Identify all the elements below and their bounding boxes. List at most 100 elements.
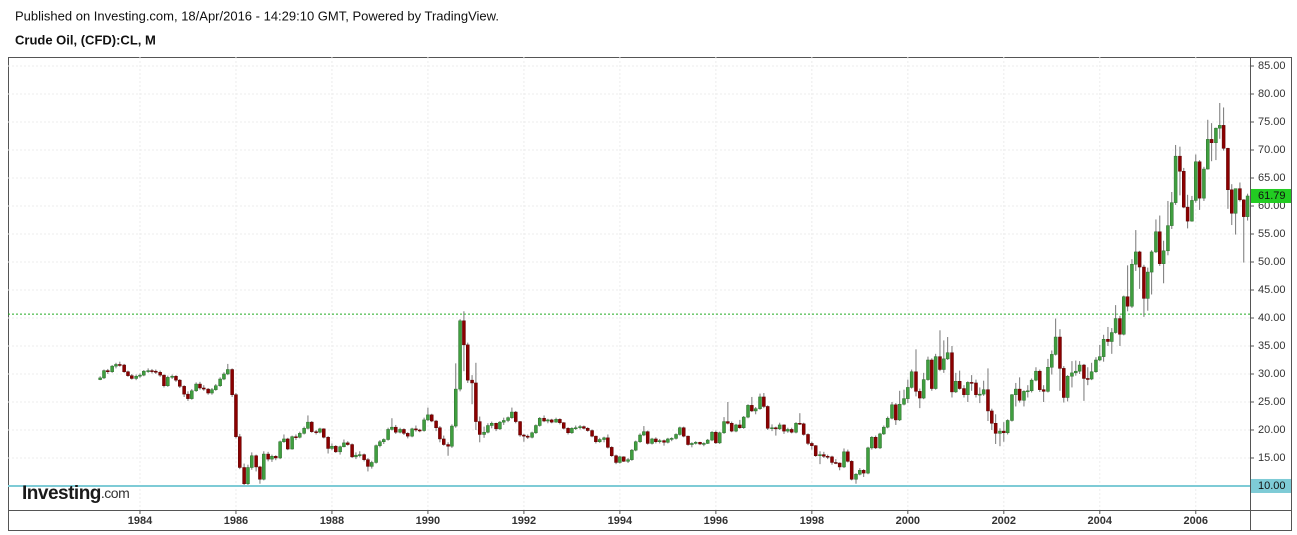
candle-body — [1194, 161, 1198, 201]
candle-body — [1110, 332, 1114, 342]
candle-body — [894, 404, 898, 421]
candle-body — [102, 370, 106, 379]
candle-body — [178, 379, 182, 387]
candle-body — [542, 417, 546, 422]
candle-body — [122, 364, 126, 372]
x-tick-label: 1992 — [512, 515, 536, 527]
candle-body — [342, 442, 346, 448]
candle-body — [330, 445, 334, 449]
candle-body — [849, 461, 854, 480]
candle-body — [1197, 161, 1202, 199]
candle-body — [274, 456, 278, 459]
y-tick-label: 75.00 — [1258, 116, 1286, 128]
candle-body — [993, 423, 998, 434]
candle-body — [918, 391, 922, 399]
candle-body — [1146, 271, 1150, 299]
candle-body — [1166, 225, 1170, 252]
candle-body — [242, 467, 246, 484]
candle-body — [210, 389, 214, 394]
candle-body — [873, 437, 878, 449]
candle-body — [990, 410, 994, 424]
y-tick-label: 35.00 — [1258, 340, 1286, 352]
candle-body — [546, 419, 550, 422]
candle-body — [789, 429, 794, 433]
candle-body — [1221, 125, 1226, 149]
candle-body — [398, 429, 402, 433]
candle-body — [1122, 296, 1126, 335]
candle-body — [933, 356, 938, 389]
candle-body — [462, 320, 466, 346]
candle-body — [214, 385, 218, 390]
candle-body — [762, 396, 766, 407]
candle-body — [1113, 318, 1118, 333]
candle-body — [198, 383, 202, 389]
candle-body — [798, 423, 802, 425]
candle-body — [914, 371, 918, 392]
y-tick-label: 55.00 — [1258, 228, 1286, 240]
candle-body — [866, 447, 870, 474]
candle-body — [286, 438, 290, 450]
candle-body — [1046, 367, 1050, 392]
candle-body — [561, 422, 566, 429]
candle-body — [549, 419, 554, 423]
candle-body — [1098, 356, 1102, 361]
candle-body — [290, 436, 294, 450]
candle-body — [657, 440, 662, 442]
candle-body — [818, 454, 822, 456]
candle-body — [477, 421, 482, 435]
candle-body — [734, 424, 738, 432]
candle-body — [362, 454, 366, 460]
candle-body — [182, 386, 186, 395]
candle-body — [1245, 195, 1250, 217]
candle-body — [1058, 336, 1062, 369]
candle-body — [998, 430, 1002, 434]
candle-body — [746, 405, 750, 418]
x-tick-label: 1986 — [224, 515, 248, 527]
x-tick-label: 1998 — [800, 515, 824, 527]
candle-body — [1154, 231, 1158, 253]
candle-body — [666, 438, 670, 443]
logo-name: Investing — [22, 483, 101, 504]
candle-body — [770, 427, 774, 429]
candle-body — [306, 421, 310, 429]
candle-body — [822, 454, 826, 457]
candle-body — [270, 456, 274, 460]
candle-body — [597, 439, 602, 442]
candle-body — [482, 431, 486, 435]
y-tick-label: 50.00 — [1258, 256, 1286, 268]
candle-body — [386, 429, 390, 440]
candle-body — [846, 451, 850, 462]
candle-body — [390, 426, 394, 430]
candle-body — [513, 411, 518, 422]
candle-body — [950, 352, 954, 393]
candle-body — [686, 435, 690, 445]
candle-body — [470, 379, 474, 384]
candle-body — [266, 453, 270, 460]
candle-body — [534, 425, 538, 434]
candle-body — [693, 442, 698, 444]
candle-body — [794, 423, 798, 433]
candle-body — [406, 433, 410, 437]
candle-body — [717, 432, 722, 444]
candle-body — [262, 453, 266, 480]
candle-body — [570, 428, 574, 434]
candle-body — [801, 423, 806, 435]
y-tick-label: 40.00 — [1258, 312, 1286, 324]
candle-body — [645, 431, 650, 444]
x-tick-label: 2006 — [1184, 515, 1208, 527]
candle-body — [434, 420, 438, 428]
x-tick-label: 1990 — [416, 515, 440, 527]
candle-body — [154, 370, 158, 373]
candle-body — [978, 393, 982, 396]
published-note: Published on Investing.com, 18/Apr/2016 … — [15, 8, 499, 23]
candle-body — [130, 375, 134, 379]
line-price-tag — [1251, 478, 1291, 493]
candle-body — [618, 456, 622, 463]
candle-body — [678, 427, 682, 435]
candle-body — [614, 455, 618, 463]
y-tick-label: 80.00 — [1258, 88, 1286, 100]
candle-body — [654, 438, 658, 442]
candle-body — [854, 473, 858, 480]
candle-body — [945, 352, 950, 360]
candle-body — [669, 438, 674, 440]
